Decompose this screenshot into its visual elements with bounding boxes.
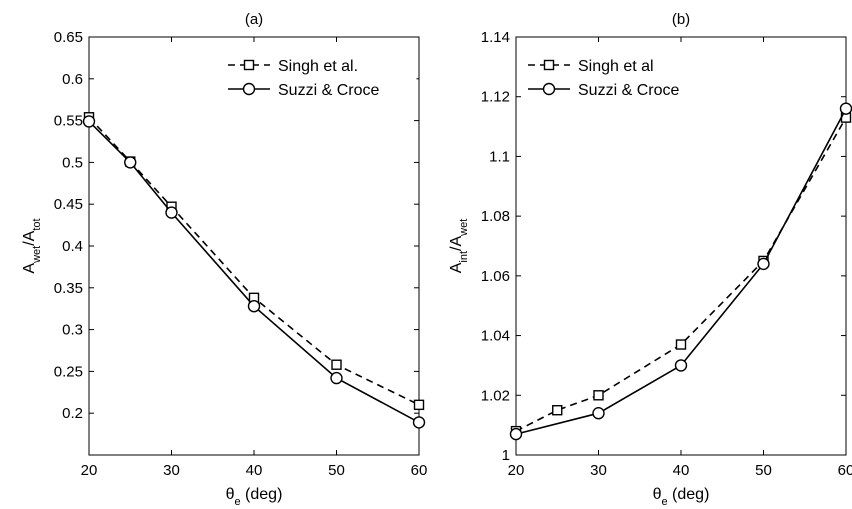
- chart-b-x-tick-label: 50: [755, 462, 772, 479]
- chart-b-y-tick-label: 1.08: [481, 208, 510, 225]
- chart-b-legend: Singh et al Suzzi & Croce: [521, 51, 719, 105]
- chart-a-y-tick-label: 0.55: [54, 113, 83, 130]
- chart-b-x-tick-label: 40: [673, 462, 690, 479]
- chart-a-y-tick-label: 0.3: [62, 322, 83, 339]
- chart-a-legend-box: [221, 51, 417, 105]
- chart-b-y-tick-label: 1.06: [481, 268, 510, 285]
- chart-a-x-tick-label: 40: [246, 462, 263, 479]
- chart-a-series-line-suzzi: [88, 120, 420, 424]
- chart-a-data-point-suzzi: [124, 156, 137, 169]
- chart-b-data-point-suzzi: [757, 257, 770, 271]
- chart-a-y-tick-label: 0.65: [54, 29, 83, 46]
- chart-b-x-tick-label: 60: [838, 462, 852, 479]
- chart-a-x-axis-label: θe (deg): [226, 486, 283, 508]
- chart-a-y-tick-label: 0.4: [62, 238, 83, 255]
- chart-b-data-point-singh: [675, 339, 687, 350]
- chart-a-data-point-suzzi: [330, 371, 343, 385]
- chart-a-data-point-suzzi: [412, 416, 426, 429]
- chart-a-x-tick-label: 60: [411, 462, 428, 479]
- chart-a-legend-marker: [242, 82, 256, 96]
- chart-a-x-tick-label: 50: [328, 462, 345, 479]
- chart-a-y-tick-label: 0.35: [54, 280, 83, 297]
- chart-a-legend: Singh et al. Suzzi & Croce: [221, 51, 417, 105]
- chart-b-legend-marker: [542, 82, 556, 96]
- chart-a: 20 30 40 50 60 0.2 0.25 0.3 0.35 0.4 0.45 0.5 0.55 0.…: [21, 11, 427, 508]
- chart-a-data-point-suzzi: [165, 206, 178, 219]
- chart-a-data-point-singh: [413, 399, 425, 411]
- chart-b-data-point-singh: [552, 405, 563, 416]
- chart-b-x-tick-label: 20: [508, 462, 525, 479]
- chart-a-data-point-suzzi: [247, 299, 261, 313]
- chart-a-y-tick-label: 0.6: [62, 71, 83, 88]
- chart-b-y-tick-label: 1: [502, 447, 510, 464]
- chart-a-x-tick-label: 30: [163, 462, 180, 479]
- chart-b-data-point-singh: [593, 390, 604, 401]
- chart-b-title: (b): [672, 11, 690, 28]
- chart-a-title: (a): [245, 11, 263, 28]
- chart-a-data-point-singh: [331, 359, 342, 370]
- chart-b-legend-box: [521, 51, 719, 105]
- chart-b-data-point-suzzi: [509, 427, 523, 441]
- chart-a-y-tick-label: 0.2: [62, 405, 83, 422]
- chart-a-legend-marker: [243, 59, 255, 71]
- chart-b-legend-label: Suzzi & Croce: [578, 82, 679, 99]
- chart-a-legend-label: Singh et al.: [278, 58, 358, 75]
- chart-a-legend-label: Suzzi & Croce: [278, 82, 379, 99]
- chart-a-y-tick-label: 0.5: [62, 154, 83, 171]
- chart-b-x-axis-label: θe (deg): [653, 486, 710, 508]
- chart-a-y-tick-label: 0.25: [54, 363, 83, 380]
- chart-b-data-point-suzzi: [592, 407, 605, 420]
- chart-b-legend-marker: [543, 59, 555, 71]
- chart-b-y-tick-label: 1.04: [481, 328, 510, 345]
- chart-b-y-tick-label: 1.14: [481, 29, 510, 46]
- chart-b-y-tick-label: 1.12: [481, 89, 510, 106]
- chart-b: 20 30 40 50 60 1 1.02 1.04 1.06 1.08 1.1 1.12 1.14 (b…: [448, 11, 852, 508]
- chart-a-x-tick-label: 20: [81, 462, 98, 479]
- chart-a-y-axis-label: Awet/Atot: [21, 218, 43, 273]
- chart-b-y-tick-label: 1.1: [489, 148, 510, 165]
- chart-b-x-tick-label: 30: [590, 462, 607, 479]
- chart-a-series-line-singh: [88, 116, 420, 406]
- chart-a-data-point-suzzi: [82, 115, 96, 128]
- chart-b-y-axis-label: Aint/Awet: [448, 219, 470, 274]
- chart-b-series-line-singh: [515, 117, 847, 432]
- chart-b-data-point-suzzi: [674, 359, 688, 372]
- chart-b-data-point-suzzi: [839, 102, 852, 115]
- chart-b-series-line-suzzi: [515, 108, 847, 435]
- chart-b-legend-label: Singh et al: [578, 58, 654, 75]
- chart-b-y-tick-label: 1.02: [481, 387, 510, 404]
- chart-a-y-tick-label: 0.45: [54, 196, 83, 213]
